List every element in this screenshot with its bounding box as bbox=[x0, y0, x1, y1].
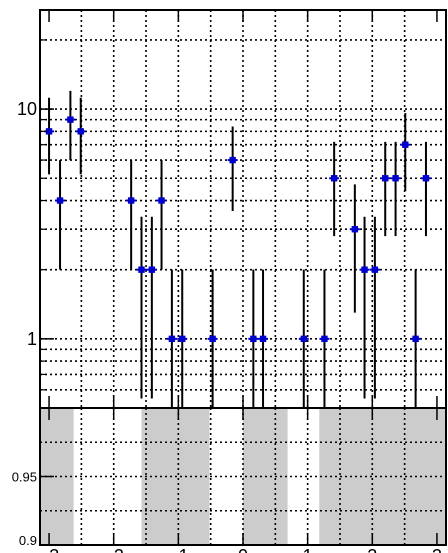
data-point-15 bbox=[321, 335, 328, 343]
data-point-16 bbox=[330, 175, 338, 182]
data-point-14 bbox=[300, 335, 307, 343]
axis-ticks bbox=[40, 10, 438, 546]
data-point-12 bbox=[250, 335, 257, 343]
data-point-23 bbox=[412, 335, 419, 343]
data-point-2 bbox=[67, 116, 74, 123]
grid-lines bbox=[40, 10, 446, 545]
data-point-1 bbox=[56, 197, 64, 204]
data-point-4 bbox=[127, 197, 135, 204]
x-tick-label: 0 bbox=[238, 546, 248, 553]
bottom-y-tick-label: 0.9 bbox=[19, 533, 37, 548]
data-point-20 bbox=[382, 175, 389, 182]
data-point-22 bbox=[402, 141, 409, 148]
data-point-8 bbox=[168, 335, 176, 343]
x-tick-label: 3 bbox=[432, 546, 442, 553]
tick-labels: 1 10 0.9 0.95 −3 −2 −1 0 1 2 3 bbox=[12, 99, 442, 553]
data-point-6 bbox=[148, 266, 156, 273]
data-point-21 bbox=[392, 175, 399, 182]
data-point-3 bbox=[77, 128, 84, 135]
data-point-19 bbox=[371, 266, 379, 273]
data-point-5 bbox=[138, 266, 145, 273]
x-tick-label: −1 bbox=[168, 546, 189, 553]
x-tick-label: 2 bbox=[367, 546, 377, 553]
data-point-7 bbox=[158, 197, 165, 204]
data-point-13 bbox=[259, 335, 267, 343]
data-point-24 bbox=[422, 175, 430, 182]
data-point-10 bbox=[209, 335, 216, 343]
top-y-tick-label: 1 bbox=[27, 329, 37, 349]
bottom-y-tick-label: 0.95 bbox=[12, 470, 37, 485]
x-tick-label: 1 bbox=[303, 546, 313, 553]
data-point-18 bbox=[361, 266, 368, 273]
data-point-0 bbox=[45, 128, 53, 135]
data-point-11 bbox=[229, 156, 236, 164]
data-points bbox=[44, 116, 431, 343]
top-y-tick-label: 10 bbox=[17, 99, 37, 119]
data-point-17 bbox=[351, 226, 359, 233]
data-point-9 bbox=[179, 335, 186, 343]
x-tick-label: −2 bbox=[103, 546, 124, 553]
x-tick-label: −3 bbox=[39, 546, 60, 553]
